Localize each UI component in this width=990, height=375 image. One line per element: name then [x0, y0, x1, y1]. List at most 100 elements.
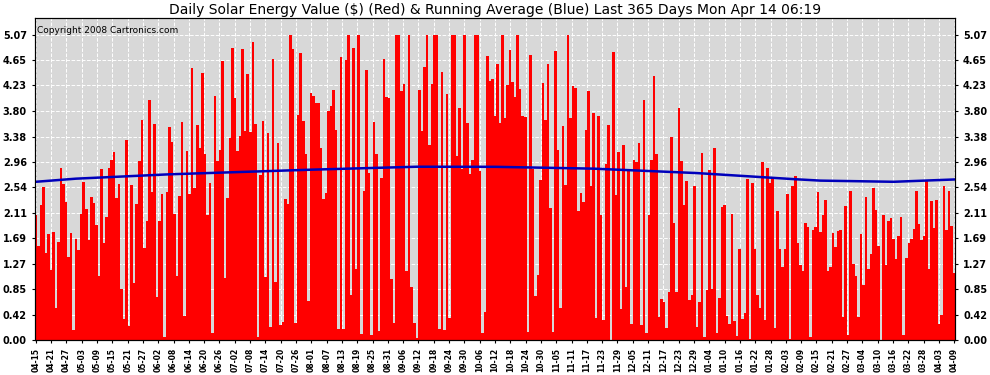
- Bar: [209, 183, 211, 340]
- Bar: [211, 333, 214, 340]
- Bar: [277, 143, 279, 340]
- Bar: [945, 230, 947, 340]
- Bar: [466, 123, 468, 340]
- Bar: [655, 154, 657, 340]
- Bar: [913, 229, 915, 340]
- Bar: [335, 130, 338, 340]
- Bar: [910, 238, 913, 340]
- Bar: [595, 318, 597, 340]
- Bar: [148, 100, 150, 340]
- Bar: [448, 318, 450, 340]
- Bar: [763, 320, 766, 340]
- Bar: [48, 234, 50, 340]
- Bar: [532, 169, 535, 340]
- Bar: [264, 277, 266, 340]
- Bar: [668, 292, 670, 340]
- Bar: [832, 233, 835, 340]
- Bar: [928, 269, 931, 340]
- Bar: [199, 148, 201, 340]
- Bar: [597, 116, 600, 340]
- Bar: [191, 68, 193, 340]
- Bar: [517, 35, 519, 340]
- Bar: [421, 130, 423, 340]
- Bar: [499, 123, 501, 340]
- Bar: [900, 217, 903, 340]
- Bar: [181, 122, 183, 340]
- Bar: [537, 275, 540, 340]
- Bar: [781, 267, 784, 340]
- Bar: [875, 210, 877, 340]
- Bar: [680, 160, 683, 340]
- Bar: [40, 205, 43, 340]
- Bar: [352, 48, 355, 340]
- Bar: [385, 97, 388, 340]
- Bar: [703, 337, 706, 340]
- Bar: [380, 178, 383, 340]
- Bar: [625, 286, 628, 340]
- Bar: [186, 150, 188, 340]
- Bar: [882, 215, 885, 340]
- Bar: [115, 198, 118, 340]
- Bar: [819, 232, 822, 340]
- Bar: [325, 193, 328, 340]
- Bar: [256, 337, 259, 340]
- Bar: [903, 335, 905, 340]
- Bar: [35, 215, 37, 340]
- Bar: [660, 298, 662, 340]
- Bar: [297, 116, 299, 340]
- Bar: [486, 57, 489, 340]
- Bar: [450, 35, 453, 340]
- Bar: [216, 161, 219, 340]
- Bar: [247, 74, 249, 340]
- Bar: [434, 35, 436, 340]
- Bar: [791, 186, 794, 340]
- Bar: [665, 328, 668, 340]
- Bar: [643, 100, 645, 340]
- Bar: [840, 230, 842, 340]
- Bar: [72, 330, 75, 340]
- Bar: [388, 98, 390, 340]
- Bar: [330, 105, 333, 340]
- Bar: [758, 308, 761, 340]
- Bar: [602, 320, 605, 340]
- Bar: [615, 195, 618, 340]
- Bar: [416, 338, 418, 340]
- Bar: [786, 194, 789, 340]
- Bar: [739, 249, 741, 340]
- Bar: [713, 148, 716, 340]
- Bar: [572, 86, 574, 340]
- Bar: [173, 214, 176, 340]
- Bar: [163, 337, 165, 340]
- Bar: [645, 333, 647, 340]
- Bar: [178, 196, 181, 340]
- Bar: [383, 59, 385, 340]
- Bar: [355, 270, 357, 340]
- Bar: [229, 138, 232, 340]
- Bar: [349, 295, 352, 340]
- Bar: [842, 318, 844, 340]
- Bar: [641, 325, 643, 340]
- Bar: [85, 209, 87, 340]
- Bar: [489, 81, 491, 340]
- Bar: [188, 194, 191, 340]
- Bar: [618, 152, 620, 340]
- Bar: [799, 265, 802, 340]
- Bar: [259, 175, 261, 340]
- Bar: [471, 160, 473, 340]
- Bar: [64, 202, 67, 340]
- Bar: [577, 211, 579, 340]
- Bar: [554, 51, 556, 340]
- Bar: [214, 96, 216, 340]
- Bar: [365, 70, 367, 340]
- Bar: [719, 298, 721, 340]
- Bar: [224, 279, 227, 340]
- Bar: [731, 214, 734, 340]
- Bar: [481, 333, 484, 340]
- Bar: [446, 94, 448, 340]
- Bar: [556, 150, 559, 340]
- Bar: [242, 49, 244, 340]
- Bar: [869, 254, 872, 340]
- Bar: [239, 136, 242, 340]
- Bar: [59, 168, 62, 340]
- Bar: [892, 239, 895, 340]
